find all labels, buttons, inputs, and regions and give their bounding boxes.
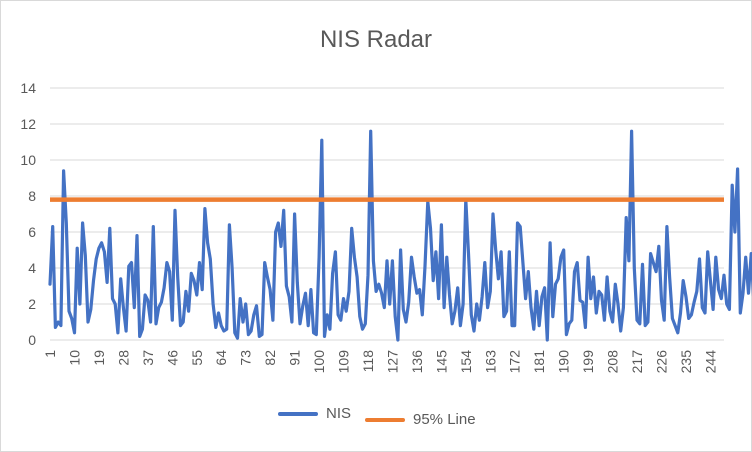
legend-label-nis: NIS <box>326 405 352 422</box>
x-tick-label: 100 <box>311 350 327 374</box>
legend-label-95-line: 95% Line <box>413 411 476 428</box>
legend-item-nis: NIS <box>278 405 351 422</box>
x-tick-label: 118 <box>360 350 376 373</box>
x-tick-label: 145 <box>433 350 449 374</box>
x-tick-label: 163 <box>482 350 498 374</box>
x-tick-label: 172 <box>507 350 523 374</box>
y-tick-label: 4 <box>28 260 36 276</box>
y-tick-label: 8 <box>28 188 36 204</box>
x-tick-label: 226 <box>653 350 669 374</box>
chart-title: NIS Radar <box>319 26 433 53</box>
series-lines <box>48 129 752 342</box>
x-tick-label: 244 <box>702 350 718 374</box>
x-tick-label: 55 <box>189 350 205 366</box>
x-tick-label: 235 <box>678 350 694 374</box>
x-tick-label: 91 <box>287 350 303 366</box>
x-tick-label: 217 <box>629 350 645 374</box>
x-tick-label: 154 <box>458 350 474 374</box>
x-tick-label: 208 <box>605 350 621 374</box>
legend-item-95-line: 95% Line <box>365 411 476 428</box>
x-tick-label: 109 <box>336 350 352 374</box>
y-axis-ticks: 0 2 4 6 8 10 12 14 <box>20 80 36 348</box>
x-tick-label: 64 <box>213 350 229 366</box>
x-axis-ticks: 1 10 19 28 37 46 55 64 73 82 91 100 109 118 127 136 145 1… <box>42 350 718 374</box>
x-tick-label: 190 <box>556 350 572 374</box>
x-tick-label: 127 <box>384 350 400 374</box>
y-tick-label: 12 <box>20 116 36 132</box>
x-tick-label: 181 <box>531 350 547 374</box>
x-tick-label: 10 <box>66 350 82 366</box>
x-tick-label: 136 <box>409 350 425 374</box>
x-tick-label: 37 <box>140 350 156 366</box>
y-tick-label: 14 <box>20 80 36 96</box>
x-tick-label: 1 <box>42 350 58 358</box>
y-tick-label: 10 <box>20 152 36 168</box>
legend: NIS 95% Line <box>0 405 752 435</box>
y-tick-label: 2 <box>28 296 36 312</box>
x-tick-label: 199 <box>580 350 596 374</box>
legend-swatch-nis <box>278 411 318 416</box>
y-tick-label: 6 <box>28 224 36 240</box>
y-tick-label: 0 <box>28 332 36 348</box>
x-tick-label: 46 <box>164 350 180 366</box>
x-tick-label: 19 <box>91 350 107 366</box>
legend-swatch-95-line <box>365 417 405 422</box>
series-line-nis <box>48 129 752 342</box>
x-tick-label: 82 <box>262 350 278 366</box>
x-tick-label: 28 <box>115 350 131 366</box>
x-tick-label: 73 <box>238 350 254 366</box>
